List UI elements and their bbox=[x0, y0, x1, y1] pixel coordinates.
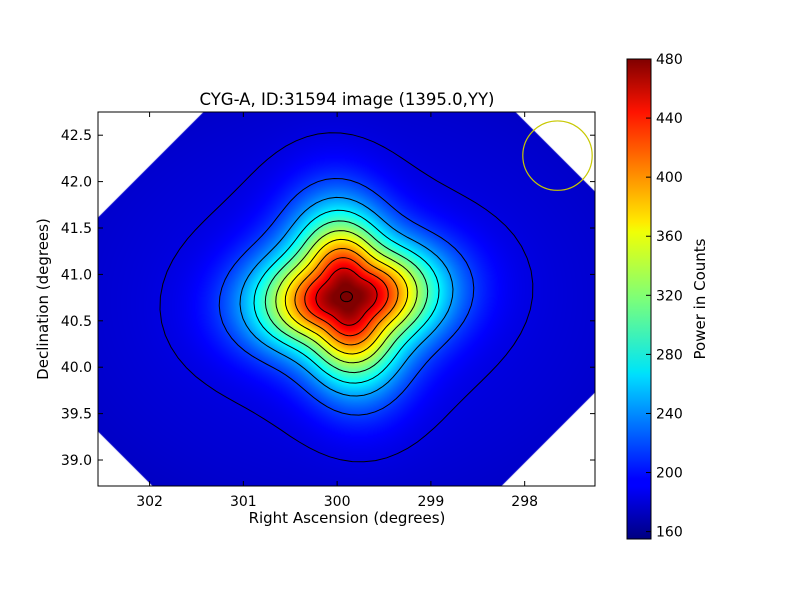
colorbar: 160 200 240 280 320 360 400 440 480 bbox=[626, 52, 683, 541]
contour-line bbox=[284, 238, 409, 355]
contour-line bbox=[239, 196, 454, 397]
colorbar-gradient bbox=[627, 59, 651, 539]
y-tick-label: 40.5 bbox=[61, 314, 92, 330]
contour-line bbox=[159, 132, 534, 463]
beam-circle bbox=[522, 120, 593, 191]
colorbar-tick-label: 440 bbox=[656, 111, 683, 127]
y-tick-label: 40.0 bbox=[61, 360, 92, 376]
x-axis: 302 301 300 299 298 bbox=[136, 112, 538, 510]
contour-line bbox=[304, 257, 389, 337]
peak-marker bbox=[340, 291, 353, 303]
contour-lines bbox=[159, 132, 534, 463]
y-axis: 39.0 39.5 40.0 40.5 41.0 41.5 42.0 42.5 bbox=[61, 128, 595, 469]
contour-line bbox=[253, 209, 440, 384]
colorbar-tick-label: 360 bbox=[656, 229, 683, 245]
x-axis-label: Right Ascension (degrees) bbox=[249, 509, 446, 527]
contour-line bbox=[264, 220, 429, 374]
y-tick-label: 42.0 bbox=[61, 175, 92, 191]
colorbar-ticks: 160 200 240 280 320 360 400 440 480 bbox=[646, 52, 683, 541]
x-tick-label: 298 bbox=[511, 494, 538, 510]
colorbar-tick-label: 400 bbox=[656, 170, 683, 186]
colorbar-tick-label: 200 bbox=[656, 466, 683, 482]
plot-frame bbox=[97, 111, 596, 487]
y-tick-label: 41.5 bbox=[61, 221, 92, 237]
contour-line bbox=[275, 230, 418, 364]
colorbar-label: Power in Counts bbox=[691, 238, 709, 359]
colorbar-tick-label: 280 bbox=[656, 347, 683, 363]
colorbar-tick-label: 160 bbox=[656, 525, 683, 541]
y-tick-label: 41.0 bbox=[61, 267, 92, 283]
y-tick-label: 42.5 bbox=[61, 128, 92, 144]
x-tick-label: 301 bbox=[230, 494, 257, 510]
colorbar-tick-label: 480 bbox=[656, 52, 683, 68]
contour-line bbox=[294, 247, 399, 346]
x-tick-label: 299 bbox=[418, 494, 445, 510]
contour-line bbox=[218, 177, 475, 416]
x-tick-label: 302 bbox=[136, 494, 163, 510]
contour-line bbox=[315, 267, 378, 326]
colorbar-frame bbox=[626, 58, 652, 540]
colorbar-tick-label: 240 bbox=[656, 406, 683, 422]
colorbar-tick-label: 320 bbox=[656, 288, 683, 304]
plot-area: 302 301 300 299 298 39.0 39.5 40.0 40.5 41.0 41.5… bbox=[61, 111, 596, 510]
source-peak bbox=[340, 291, 353, 303]
chart-title: CYG-A, ID:31594 image (1395.0,YY) bbox=[200, 90, 495, 109]
y-axis-label: Declination (degrees) bbox=[34, 218, 52, 380]
y-tick-label: 39.0 bbox=[61, 453, 92, 469]
y-tick-label: 39.5 bbox=[61, 407, 92, 423]
x-tick-label: 300 bbox=[324, 494, 351, 510]
